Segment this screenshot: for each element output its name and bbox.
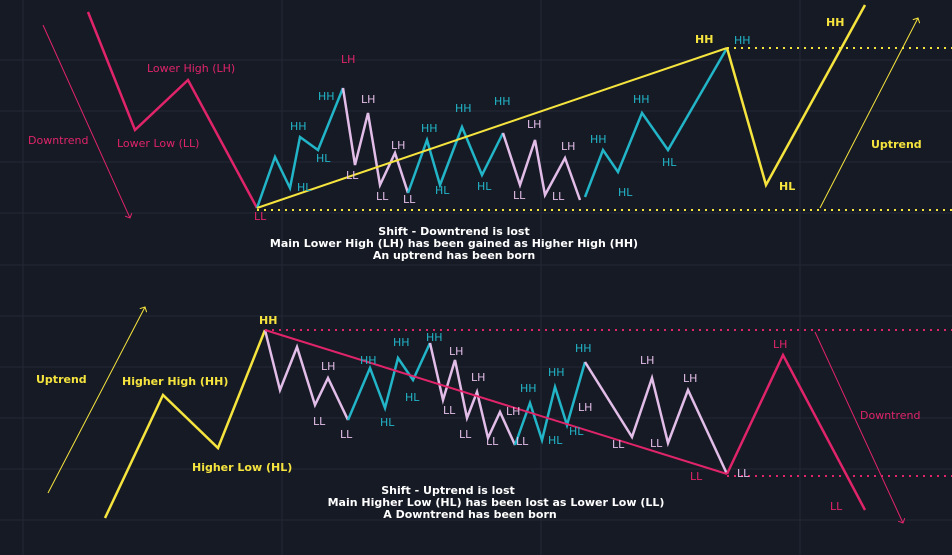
swing-label-ll: LL bbox=[690, 470, 703, 483]
swing-label-lh: LH bbox=[391, 139, 405, 152]
swing-down-1 bbox=[263, 329, 350, 421]
swing-label-ll: LL bbox=[443, 404, 456, 417]
swing-label-hl: HL bbox=[662, 156, 677, 169]
swing-label-lh: LH bbox=[578, 401, 592, 414]
higher-low-label: Higher Low (HL) bbox=[192, 461, 292, 474]
swing-label-hl: HL bbox=[569, 425, 584, 438]
swing-label-ll: LL bbox=[612, 438, 625, 451]
swing-up-2 bbox=[513, 361, 587, 446]
swing-up-3 bbox=[583, 47, 729, 198]
swing-label-hh: HH bbox=[259, 314, 277, 327]
swing-label-ll: LL bbox=[513, 189, 526, 202]
swing-label-lh: LH bbox=[561, 140, 575, 153]
downtrend-arrow bbox=[814, 331, 903, 523]
bottom-caption-line-2: Main Higher Low (HL) has been lost as Lo… bbox=[328, 496, 665, 509]
swing-label-hl: HL bbox=[297, 181, 312, 194]
swing-label-hl: HL bbox=[548, 434, 563, 447]
swing-label-lh: LH bbox=[449, 345, 463, 358]
swing-label-hh: HH bbox=[360, 354, 377, 367]
swing-label-hh: HH bbox=[695, 33, 713, 46]
swing-label-hl: HL bbox=[435, 184, 450, 197]
top-caption-line-1: Shift - Downtrend is lost bbox=[378, 225, 529, 238]
swing-label-ll: LL bbox=[486, 435, 499, 448]
lower-low-label: Lower Low (LL) bbox=[117, 137, 199, 150]
swing-label-ll: LL bbox=[403, 193, 416, 206]
swing-label-ll: LL bbox=[313, 415, 326, 428]
swing-label-hl: HL bbox=[380, 416, 395, 429]
swing-up-1 bbox=[255, 87, 345, 209]
higher-high-label: Higher High (HH) bbox=[122, 375, 228, 388]
swing-label-lh: LH bbox=[683, 372, 697, 385]
swing-label-hh: HH bbox=[548, 366, 565, 379]
downtrend-line bbox=[86, 11, 259, 209]
lower-high-label: Lower High (LH) bbox=[147, 62, 235, 75]
swing-label-hl: HL bbox=[316, 152, 331, 165]
swing-up-2 bbox=[406, 123, 505, 194]
downtrend-line bbox=[725, 352, 867, 511]
top-swing-labels: LH LL HH HH HL HL LH LL LH LL LL HH HL HH HL HH LH LL LH LL… bbox=[254, 16, 844, 223]
swing-down-3 bbox=[583, 361, 729, 475]
uptrend-arrow bbox=[819, 18, 918, 209]
swing-label-hh: HH bbox=[575, 342, 592, 355]
swing-label-hh: HH bbox=[455, 102, 472, 115]
swing-label-hh: HH bbox=[520, 382, 537, 395]
uptrend-label: Uptrend bbox=[871, 138, 922, 151]
uptrend-label: Uptrend bbox=[36, 373, 87, 386]
swing-label-hl: HL bbox=[779, 180, 795, 193]
swing-label-ll: LL bbox=[552, 190, 565, 203]
swing-label-ll: LL bbox=[340, 428, 353, 441]
swing-label-hh: HH bbox=[290, 120, 307, 133]
swing-label-lh: LH bbox=[527, 118, 541, 131]
swing-label-ll: LL bbox=[346, 169, 359, 182]
swing-label-ll: LL bbox=[376, 190, 389, 203]
swing-label-lh: LH bbox=[471, 371, 485, 384]
swing-label-ll: LL bbox=[516, 435, 529, 448]
bottom-panel: Uptrend Higher High (HH) Higher Low (HL)… bbox=[36, 307, 952, 523]
bottom-caption-line-1: Shift - Uptrend is lost bbox=[381, 484, 515, 497]
uptrend-trendline bbox=[256, 47, 728, 209]
swing-label-hh: HH bbox=[393, 336, 410, 349]
swing-label-hh: HH bbox=[633, 93, 650, 106]
swing-label-lh: LH bbox=[361, 93, 375, 106]
uptrend-line bbox=[725, 4, 867, 189]
swing-label-lh: LH bbox=[506, 405, 520, 418]
swing-label-ll: LL bbox=[254, 210, 267, 223]
downtrend-label: Downtrend bbox=[28, 134, 88, 147]
top-caption-line-3: An uptrend has been born bbox=[373, 249, 535, 262]
swing-label-lh: LH bbox=[773, 338, 787, 351]
swing-label-lh: LH bbox=[341, 53, 355, 66]
downtrend-label: Downtrend bbox=[860, 409, 920, 422]
downtrend-trendline bbox=[264, 329, 728, 475]
top-caption-line-2: Main Lower High (LH) has been gained as … bbox=[270, 237, 638, 250]
swing-down-2 bbox=[501, 132, 582, 201]
swing-label-ll: LL bbox=[737, 467, 750, 480]
swing-label-hh: HH bbox=[590, 133, 607, 146]
top-panel: Lower High (LH) Lower Low (LL) Downtrend… bbox=[28, 4, 952, 262]
swing-label-hh: HH bbox=[426, 331, 443, 344]
uptrend-line bbox=[103, 329, 267, 519]
swing-label-hl: HL bbox=[405, 391, 420, 404]
swing-label-hh: HH bbox=[318, 90, 335, 103]
downtrend-arrow bbox=[42, 24, 130, 218]
swing-label-lh: LH bbox=[640, 354, 654, 367]
swing-label-hh: HH bbox=[826, 16, 844, 29]
bottom-caption-line-3: A Downtrend has been born bbox=[383, 508, 556, 521]
swing-label-hl: HL bbox=[618, 186, 633, 199]
swing-label-lh: LH bbox=[321, 360, 335, 373]
swing-label-ll: LL bbox=[459, 428, 472, 441]
swing-label-ll: LL bbox=[830, 500, 843, 513]
swing-label-hh: HH bbox=[734, 34, 751, 47]
swing-label-hh: HH bbox=[494, 95, 511, 108]
swing-down-2 bbox=[428, 342, 517, 446]
swing-label-ll: LL bbox=[650, 437, 663, 450]
swing-label-hl: HL bbox=[477, 180, 492, 193]
swing-label-hh: HH bbox=[421, 122, 438, 135]
swing-up-1 bbox=[346, 342, 432, 421]
uptrend-arrow bbox=[47, 307, 145, 494]
